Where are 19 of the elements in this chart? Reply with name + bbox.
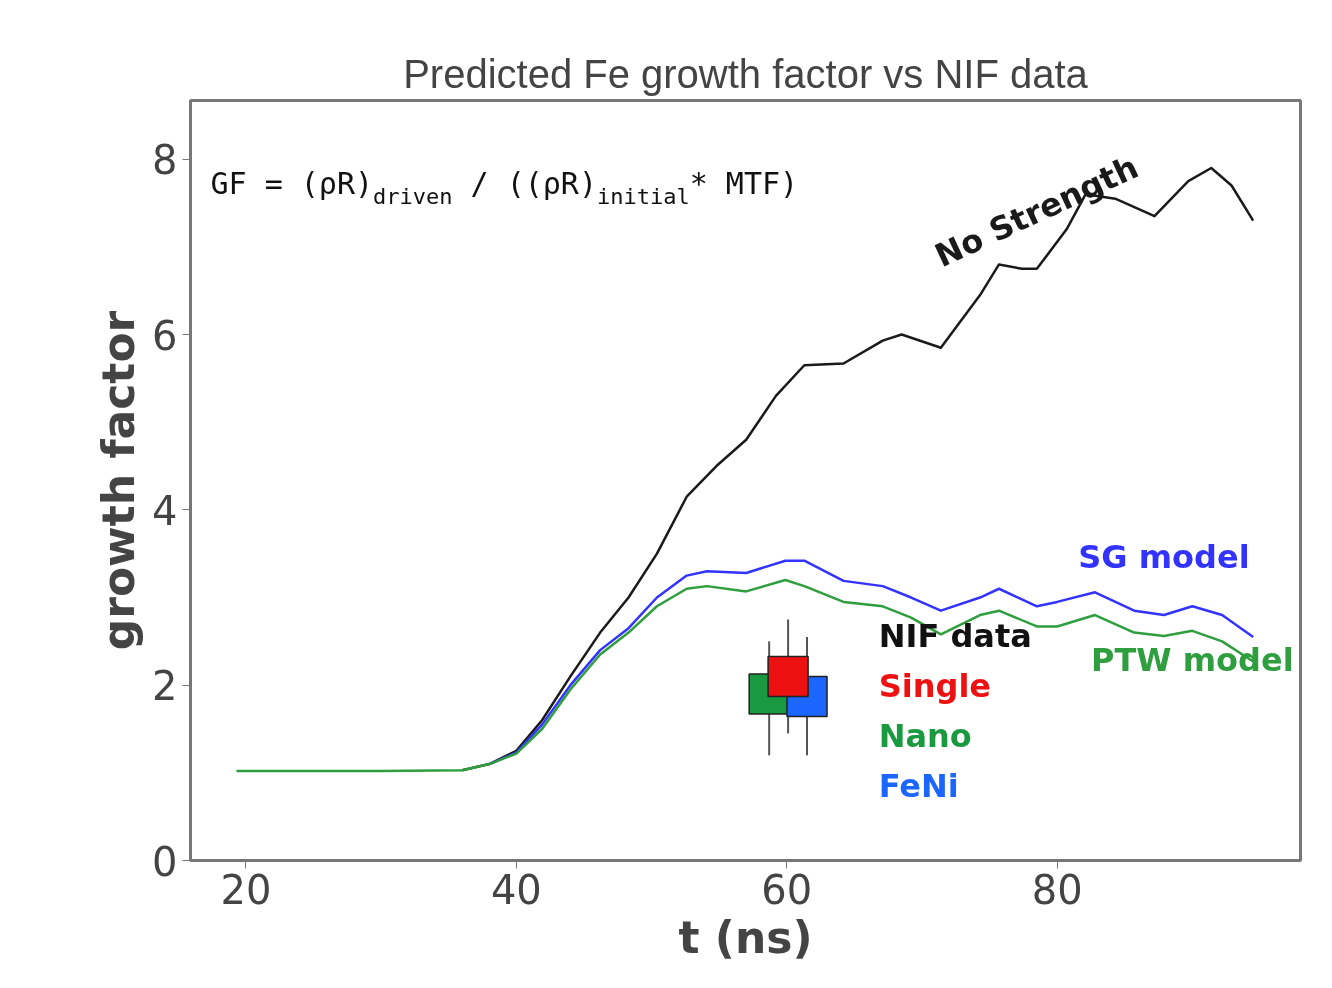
y-tick-label: 2 (152, 663, 178, 710)
series-label: PTW model (1091, 641, 1294, 680)
text: Nano (878, 717, 972, 756)
chart-title: Predicted Fe growth factor vs NIF data (403, 51, 1089, 96)
y-tick-label: 8 (152, 137, 178, 184)
legend-title: NIF data (878, 617, 1032, 656)
y-tick-label: 4 (152, 487, 178, 534)
point (767, 655, 809, 698)
text: FeNi (878, 767, 959, 806)
series-label: SG model (1078, 537, 1250, 576)
x-axis-title: t (ns) (678, 911, 813, 963)
x-tick-label: 60 (761, 866, 813, 913)
x-tick-label: 20 (220, 866, 272, 913)
x-tick-label: 40 (490, 866, 542, 913)
y-tick-label: 0 (152, 838, 178, 885)
y-axis-title: growth factor (93, 310, 145, 651)
text: Single (878, 667, 992, 706)
x-tick-label: 80 (1031, 866, 1083, 913)
y-tick-label: 6 (152, 312, 178, 359)
